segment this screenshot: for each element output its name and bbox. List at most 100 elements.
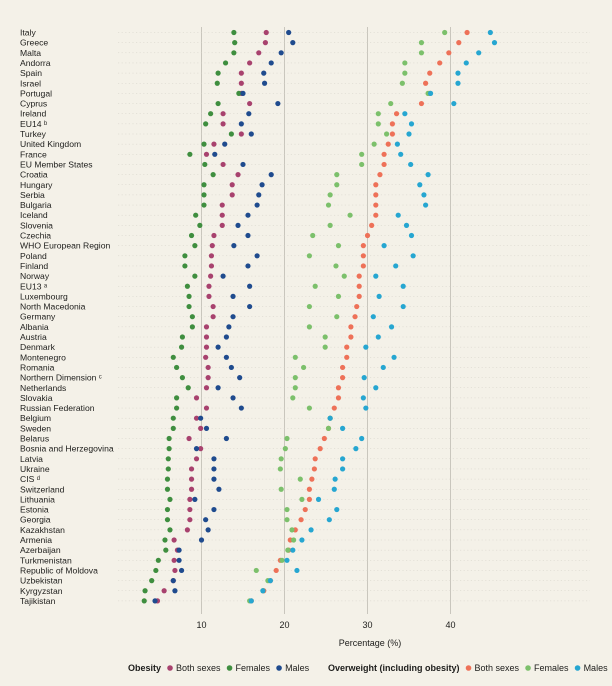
point-obesity_both-italy xyxy=(263,29,269,36)
point-obesity_females-republic-of-moldova xyxy=(153,567,159,574)
point-obesity_males-germany xyxy=(230,314,236,320)
point-obesity_females-georgia xyxy=(164,517,171,523)
category-label-slovakia: Slovakia xyxy=(20,393,53,403)
point-overweight_males-ukraine xyxy=(340,466,346,472)
point-overweight_males-northern-dimension xyxy=(361,375,367,381)
point-overweight_males-czechia xyxy=(408,232,415,239)
point-overweight_males-georgia xyxy=(326,517,332,523)
point-overweight_females-turkey xyxy=(383,131,390,137)
point-obesity_both-finland xyxy=(208,263,215,269)
point-obesity_males-uzbekistan xyxy=(170,578,176,584)
point-obesity_males-kyrgyzstan xyxy=(172,588,178,594)
point-overweight_males-russian-federation xyxy=(363,405,369,411)
point-overweight_females-kazakhstan xyxy=(289,527,295,533)
category-label-eu13: EU13 ᵃ xyxy=(20,281,48,291)
point-obesity_both-hungary xyxy=(229,182,235,188)
point-obesity_both-lithuania xyxy=(187,496,193,502)
category-label-russian-federation: Russian Federation xyxy=(20,403,95,413)
point-overweight_females-denmark xyxy=(322,344,328,350)
point-obesity_both-france xyxy=(203,151,210,157)
point-overweight_males-netherlands xyxy=(373,385,379,391)
point-obesity_males-belgium xyxy=(198,415,204,421)
category-label-romania: Romania xyxy=(20,362,55,372)
category-label-iceland: Iceland xyxy=(20,210,48,220)
point-obesity_males-eu-member-states xyxy=(240,161,246,168)
point-overweight_both-israel xyxy=(423,80,429,86)
category-label-malta: Malta xyxy=(20,48,41,58)
point-obesity_both-slovakia xyxy=(193,395,200,401)
point-obesity_both-eu-member-states xyxy=(220,161,226,168)
point-obesity_males-north-macedonia xyxy=(247,303,253,310)
point-obesity_males-russian-federation xyxy=(238,405,244,411)
point-obesity_males-romania xyxy=(228,364,234,371)
point-obesity_both-turkey xyxy=(238,131,244,137)
category-label-bulgaria: Bulgaria xyxy=(20,200,52,210)
point-obesity_both-montenegro xyxy=(203,354,209,360)
legend-swatch-obesity_both xyxy=(167,665,173,671)
point-obesity_both-austria xyxy=(203,334,210,340)
point-overweight_females-germany xyxy=(334,314,340,320)
point-overweight_females-austria xyxy=(322,334,328,340)
point-obesity_both-georgia xyxy=(187,517,193,523)
point-obesity_females-italy xyxy=(231,29,237,36)
point-overweight_both-cyprus xyxy=(418,100,425,107)
x-tick-label-10: 10 xyxy=(196,620,206,630)
category-label-northern-dimension: Northern Dimension ᶜ xyxy=(20,373,102,383)
point-overweight_both-france xyxy=(381,151,387,157)
point-overweight_both-bosnia-and-herzegovina xyxy=(317,446,323,452)
point-obesity_males-bulgaria xyxy=(254,202,260,208)
point-obesity_males-turkmenistan xyxy=(176,557,182,563)
point-obesity_both-germany xyxy=(210,314,216,320)
point-overweight_males-tajikistan xyxy=(248,598,254,604)
point-obesity_males-albania xyxy=(226,324,232,330)
category-label-republic-of-moldova: Republic of Moldova xyxy=(20,565,98,575)
x-tick-label-40: 40 xyxy=(445,620,455,630)
point-obesity_both-republic-of-moldova xyxy=(172,567,178,574)
point-obesity_both-greece xyxy=(262,40,269,46)
point-overweight_males-turkey xyxy=(406,131,412,137)
point-overweight_females-estonia xyxy=(284,506,290,513)
point-overweight_both-croatia xyxy=(377,172,383,178)
category-label-cis: CIS ᵈ xyxy=(20,474,40,484)
point-obesity_both-bosnia-and-herzegovina xyxy=(198,446,204,452)
point-obesity_males-austria xyxy=(223,334,229,340)
point-obesity_females-slovakia xyxy=(174,395,180,401)
point-obesity_both-sweden xyxy=(198,425,204,431)
point-overweight_males-romania xyxy=(380,364,386,371)
point-overweight_females-israel xyxy=(399,80,405,86)
point-overweight_both-andorra xyxy=(437,60,443,66)
point-obesity_females-cis xyxy=(164,476,171,482)
point-obesity_males-iceland xyxy=(245,212,251,218)
legend-swatch-overweight_both xyxy=(465,665,472,671)
point-obesity_females-cyprus xyxy=(215,100,221,107)
point-overweight_females-who-european-region xyxy=(335,243,342,249)
point-obesity_both-united-kingdom xyxy=(211,141,217,147)
point-overweight_males-azerbaijan xyxy=(290,547,296,553)
point-obesity_males-portugal xyxy=(240,90,246,96)
category-label-albania: Albania xyxy=(20,322,49,332)
category-label-georgia: Georgia xyxy=(20,515,51,525)
point-overweight_females-andorra xyxy=(402,60,408,66)
x-tick-label-20: 20 xyxy=(279,620,289,630)
point-overweight_both-hungary xyxy=(373,182,379,188)
point-obesity_females-netherlands xyxy=(185,385,191,391)
point-overweight_females-bosnia-and-herzegovina xyxy=(282,446,288,452)
category-label-serbia: Serbia xyxy=(20,190,45,200)
category-label-who-european-region: WHO European Region xyxy=(20,241,111,251)
category-label-austria: Austria xyxy=(20,332,47,342)
point-obesity_both-slovenia xyxy=(219,222,225,228)
category-label-turkmenistan: Turkmenistan xyxy=(20,555,72,565)
point-overweight_both-luxembourg xyxy=(356,293,362,299)
point-obesity_males-croatia xyxy=(268,172,274,178)
point-obesity_males-denmark xyxy=(215,344,221,350)
point-overweight_both-eu13 xyxy=(356,283,362,289)
point-overweight_both-slovakia xyxy=(335,395,342,401)
point-overweight_males-poland xyxy=(410,253,416,259)
point-overweight_both-czechia xyxy=(364,232,371,239)
point-overweight_females-sweden xyxy=(325,425,332,431)
category-label-switzerland: Switzerland xyxy=(20,484,65,494)
category-label-eu14: EU14 ᵇ xyxy=(20,119,47,129)
point-obesity_females-switzerland xyxy=(164,486,171,492)
point-obesity_both-luxembourg xyxy=(206,293,212,299)
